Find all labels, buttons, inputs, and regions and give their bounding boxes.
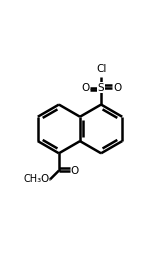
- Text: O: O: [40, 174, 49, 184]
- Text: Cl: Cl: [96, 64, 106, 74]
- Text: S: S: [98, 83, 104, 92]
- Text: CH₃: CH₃: [24, 174, 42, 184]
- Text: S: S: [98, 83, 104, 92]
- Text: O: O: [113, 83, 121, 92]
- Text: O: O: [81, 83, 89, 92]
- Text: O: O: [71, 166, 79, 176]
